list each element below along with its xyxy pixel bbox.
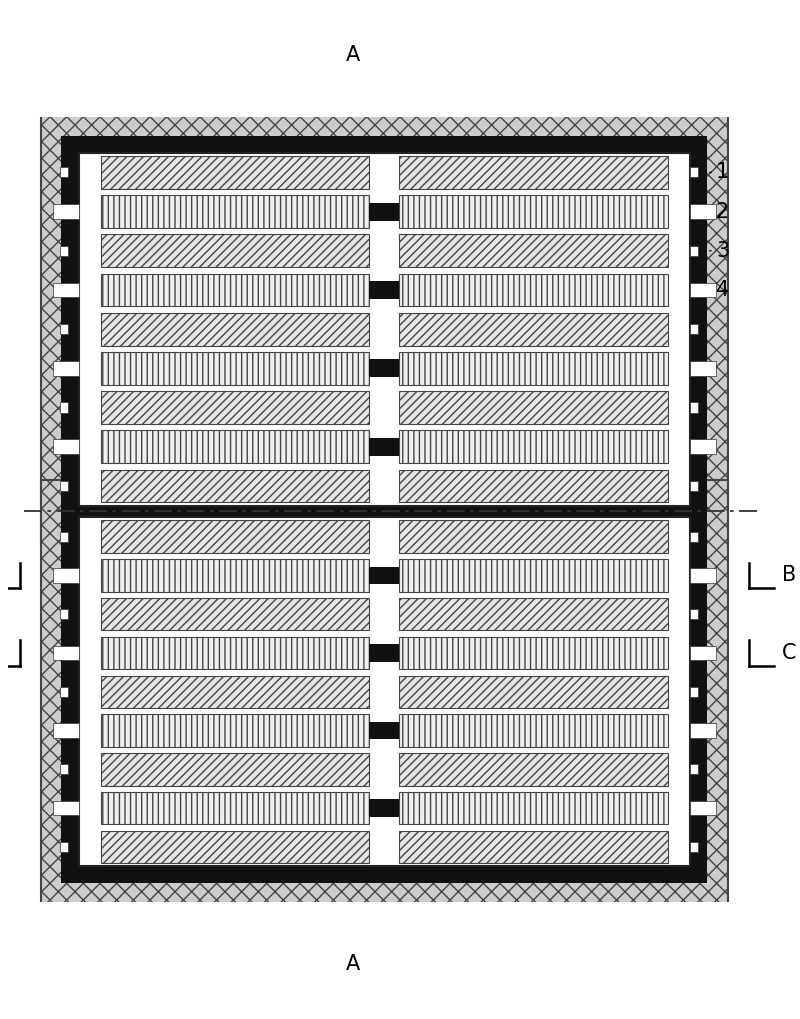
Bar xyxy=(101,195,370,228)
Bar xyxy=(62,500,707,883)
Bar xyxy=(53,361,78,376)
Bar xyxy=(370,438,399,455)
Bar xyxy=(101,273,370,307)
Bar xyxy=(399,676,668,708)
Bar xyxy=(690,246,698,256)
Bar xyxy=(690,723,716,738)
Bar xyxy=(690,646,716,660)
Bar xyxy=(399,391,668,424)
Bar xyxy=(53,646,78,660)
Bar xyxy=(399,598,668,631)
Bar xyxy=(60,403,69,413)
Bar xyxy=(399,559,668,592)
Bar xyxy=(690,481,698,491)
Text: B: B xyxy=(782,566,796,586)
Text: 1: 1 xyxy=(716,162,730,182)
Bar xyxy=(53,204,78,219)
Text: C: C xyxy=(782,643,796,663)
Bar xyxy=(690,324,698,334)
Bar xyxy=(101,714,370,747)
Bar xyxy=(60,842,69,852)
Bar xyxy=(370,799,399,817)
Bar xyxy=(690,764,698,774)
Bar xyxy=(101,521,370,553)
Bar xyxy=(399,792,668,824)
Bar xyxy=(60,609,69,620)
Bar xyxy=(60,167,69,177)
Bar xyxy=(690,569,716,583)
Bar xyxy=(60,532,69,542)
Bar xyxy=(399,352,668,385)
Bar xyxy=(101,156,370,189)
Bar xyxy=(101,559,370,592)
Bar xyxy=(101,234,370,267)
Bar xyxy=(399,195,668,228)
Bar xyxy=(53,569,78,583)
Bar xyxy=(399,521,668,553)
Bar xyxy=(101,313,370,345)
Bar xyxy=(690,204,716,219)
Bar xyxy=(101,753,370,786)
Bar xyxy=(690,801,716,815)
Bar xyxy=(399,156,668,189)
Bar xyxy=(370,360,399,377)
Text: 4: 4 xyxy=(716,280,730,300)
Bar xyxy=(399,273,668,307)
Bar xyxy=(690,609,698,620)
Bar xyxy=(690,403,698,413)
Bar xyxy=(399,430,668,464)
Bar xyxy=(60,246,69,256)
Bar xyxy=(370,281,399,299)
Bar xyxy=(78,518,690,866)
Bar xyxy=(101,676,370,708)
Bar xyxy=(101,352,370,385)
Bar xyxy=(60,764,69,774)
Bar xyxy=(62,136,707,523)
Bar xyxy=(690,361,716,376)
Bar xyxy=(399,470,668,502)
Bar xyxy=(53,723,78,738)
Bar xyxy=(399,234,668,267)
Bar xyxy=(101,637,370,669)
Bar xyxy=(60,324,69,334)
Bar xyxy=(690,532,698,542)
Text: A: A xyxy=(346,45,360,65)
Bar xyxy=(399,714,668,747)
Bar xyxy=(370,644,399,662)
Bar xyxy=(101,830,370,863)
Text: A: A xyxy=(346,954,360,974)
Text: 3: 3 xyxy=(716,240,730,261)
Bar xyxy=(60,481,69,491)
Bar xyxy=(399,313,668,345)
Bar xyxy=(101,792,370,824)
Bar xyxy=(101,598,370,631)
Bar xyxy=(60,687,69,697)
Text: 2: 2 xyxy=(716,202,730,221)
Bar xyxy=(370,203,399,221)
Bar xyxy=(370,721,399,740)
Bar xyxy=(53,801,78,815)
Bar xyxy=(399,753,668,786)
Bar xyxy=(78,153,690,505)
Bar xyxy=(53,439,78,454)
Bar xyxy=(399,637,668,669)
Bar xyxy=(101,391,370,424)
Bar xyxy=(690,282,716,298)
Bar xyxy=(53,282,78,298)
Bar xyxy=(690,687,698,697)
Bar xyxy=(690,439,716,454)
Bar xyxy=(41,115,728,543)
Bar xyxy=(101,470,370,502)
Bar xyxy=(41,480,728,904)
Bar xyxy=(690,167,698,177)
Bar xyxy=(370,567,399,585)
Bar xyxy=(690,842,698,852)
Bar xyxy=(399,830,668,863)
Bar xyxy=(101,430,370,464)
